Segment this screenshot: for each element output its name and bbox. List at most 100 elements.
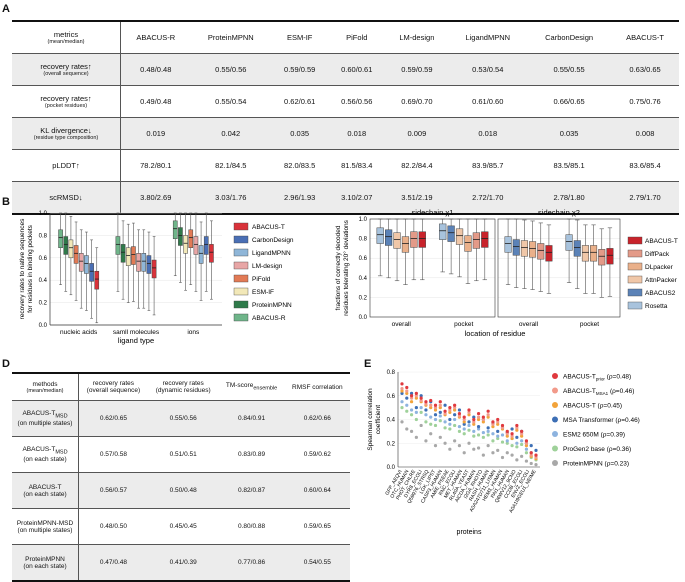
data-point bbox=[486, 426, 490, 430]
data-point bbox=[505, 432, 509, 436]
cell: 0.61/0.60 bbox=[448, 85, 528, 118]
data-point bbox=[433, 423, 438, 428]
data-point bbox=[453, 408, 457, 412]
data-point bbox=[443, 411, 447, 416]
cell: 0.82/0.87 bbox=[218, 472, 285, 509]
data-point bbox=[505, 439, 509, 443]
data-point bbox=[510, 444, 514, 448]
data-point bbox=[500, 433, 505, 437]
data-point bbox=[414, 396, 418, 400]
cell: 0.042 bbox=[190, 117, 272, 150]
cell: 0.009 bbox=[385, 117, 449, 150]
cell: 81.5/83.4 bbox=[328, 149, 386, 182]
legend-label: ABACUS-T (ρ=0.45) bbox=[563, 402, 622, 409]
legend-label: ABACUS-TMSA1 (ρ=0.46) bbox=[563, 388, 634, 396]
table-row: pLDDT↑ 78.2/80.1 82.1/84.5 82.0/83.5 81.… bbox=[12, 149, 679, 182]
legend-swatch bbox=[627, 275, 643, 284]
data-point bbox=[448, 406, 452, 410]
data-point bbox=[400, 406, 404, 410]
y-axis-label-line: coefficient bbox=[375, 405, 382, 434]
chart-e-spearman: 0.0 0.2 0.4 0.6 0.8 Spearman correlationcoeff… bbox=[367, 370, 640, 536]
data-point bbox=[438, 406, 442, 410]
data-point bbox=[429, 398, 433, 403]
cell: 0.59/0.65 bbox=[284, 508, 350, 545]
data-point bbox=[457, 411, 462, 416]
y-axis-label: recovery rates to native sequencesfor re… bbox=[19, 218, 34, 320]
legend-label-main: ABACUS-T (ρ=0.45) bbox=[563, 402, 622, 409]
corner-title: metrics bbox=[53, 30, 79, 39]
col-header: CarbonDesign bbox=[527, 20, 612, 54]
cell: 2.72/1.70 bbox=[448, 181, 528, 215]
legend-label-main: ABACUS-T bbox=[563, 388, 596, 395]
data-point bbox=[496, 429, 500, 433]
data-point bbox=[419, 423, 423, 428]
data-point bbox=[472, 429, 476, 433]
x-tick-label: ions bbox=[187, 329, 200, 336]
cell: 0.008 bbox=[611, 117, 679, 150]
box bbox=[545, 245, 553, 262]
data-point bbox=[496, 436, 500, 441]
data-point bbox=[476, 411, 481, 416]
cell: 0.60/0.61 bbox=[328, 53, 386, 86]
chart-b-ligand-recovery: 0.0 0.2 0.4 0.6 0.8 1.0 recovery rates to nati… bbox=[19, 211, 294, 345]
data-point bbox=[457, 408, 462, 412]
box bbox=[581, 245, 589, 262]
legend-swatch bbox=[233, 274, 249, 283]
data-point bbox=[457, 425, 462, 429]
y-tick-label: 0.6 bbox=[387, 394, 396, 400]
box bbox=[209, 244, 214, 263]
cell: 0.69/0.70 bbox=[385, 85, 449, 118]
legend-swatch bbox=[233, 313, 249, 322]
data-point bbox=[409, 394, 414, 398]
data-point bbox=[433, 408, 438, 412]
box bbox=[183, 235, 188, 254]
panel-label-b: B bbox=[2, 196, 10, 208]
data-point bbox=[419, 394, 423, 398]
legend-label: ProteinMPNN (ρ=0.23) bbox=[563, 460, 629, 467]
data-point bbox=[520, 434, 524, 438]
x-tick-label: pocket bbox=[580, 321, 599, 328]
col-header: ABACUS-T bbox=[611, 20, 679, 54]
data-point bbox=[496, 422, 500, 426]
row-header: recovery rates↑ (pocket residues) bbox=[12, 85, 121, 118]
data-point bbox=[409, 429, 414, 433]
legend-label: ABACUS-T bbox=[645, 238, 678, 245]
data-point bbox=[424, 420, 428, 424]
data-point bbox=[409, 408, 414, 412]
data-point bbox=[433, 413, 438, 417]
data-point bbox=[405, 403, 409, 407]
y-tick-label: 0.0 bbox=[387, 465, 396, 471]
data-point bbox=[448, 422, 452, 426]
table-row: ProteinMPNN-MSD (on multiple states) 0.48… bbox=[12, 508, 350, 545]
y-tick-label: 0.8 bbox=[387, 370, 396, 376]
cell: 82.1/84.5 bbox=[190, 149, 272, 182]
legend-label-sub: prior bbox=[596, 376, 606, 381]
cell: 3.80/2.69 bbox=[120, 181, 191, 215]
data-point bbox=[429, 415, 433, 419]
cell: 0.55/0.55 bbox=[527, 53, 612, 86]
cell: 0.59/0.59 bbox=[271, 53, 329, 86]
legend-swatch bbox=[233, 300, 249, 309]
table-row: ProteinMPNN (on each state) 0.47/0.48 0.4… bbox=[12, 544, 350, 582]
table-row: ABACUS-T (on each state) 0.56/0.57 0.50/0… bbox=[12, 472, 350, 509]
col-header: ESM-IF bbox=[271, 20, 329, 54]
data-point bbox=[515, 441, 519, 445]
data-point bbox=[405, 409, 409, 413]
cell: 0.66/0.65 bbox=[527, 85, 612, 118]
data-point bbox=[500, 423, 505, 428]
data-point bbox=[496, 448, 500, 452]
data-point bbox=[515, 426, 519, 430]
data-point bbox=[400, 391, 404, 395]
box bbox=[472, 232, 480, 249]
legend-label: MSA Transformer (ρ=0.46) bbox=[563, 417, 640, 424]
cell: 0.62/0.65 bbox=[78, 400, 148, 437]
row-header: ProteinMPNN-MSD (on multiple states) bbox=[12, 508, 79, 545]
box bbox=[136, 253, 141, 272]
data-point bbox=[472, 434, 476, 438]
y-tick-label: 0.4 bbox=[39, 278, 48, 284]
box bbox=[172, 220, 178, 240]
legend-swatch bbox=[627, 262, 643, 271]
data-point bbox=[453, 413, 457, 417]
data-point bbox=[419, 398, 423, 403]
data-point bbox=[419, 406, 423, 410]
